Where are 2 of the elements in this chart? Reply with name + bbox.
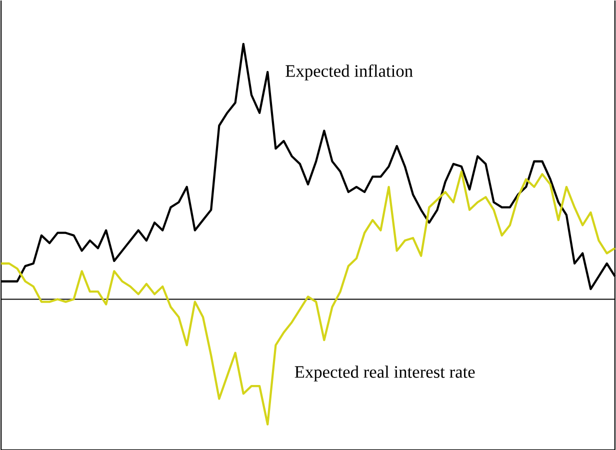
series-label: Expected inflation	[286, 64, 413, 80]
series-label: Expected real interest rate	[294, 365, 475, 382]
